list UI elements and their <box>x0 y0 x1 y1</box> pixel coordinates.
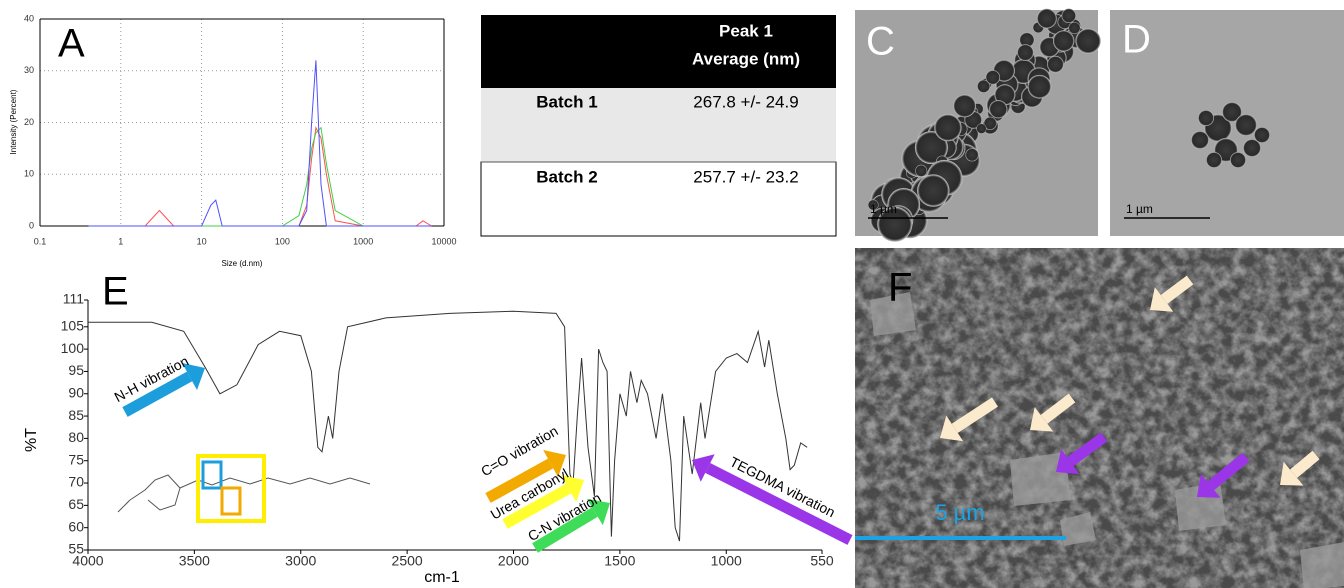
data-line <box>89 60 432 226</box>
y-tick-label: 60 <box>68 518 84 534</box>
x-tick-label: 10000 <box>431 236 456 246</box>
data-line <box>88 311 807 541</box>
panel-label: C <box>866 20 895 64</box>
particle <box>1028 75 1052 99</box>
highlight-box <box>203 462 221 488</box>
x-tick-label: 2000 <box>498 553 529 569</box>
particle <box>1053 30 1074 51</box>
particle <box>1037 9 1057 29</box>
x-tick-label: 100 <box>275 236 290 246</box>
y-tick-label: 0 <box>29 220 34 230</box>
y-axis-label: %T <box>23 428 40 452</box>
particle <box>1075 28 1100 53</box>
y-tick-label: 70 <box>68 474 84 490</box>
particle <box>965 148 978 161</box>
x-tick-label: 3000 <box>285 553 316 569</box>
x-tick-label: 1000 <box>711 553 742 569</box>
y-tick-label: 20 <box>24 117 34 127</box>
table-header: Average (nm) <box>692 49 800 68</box>
particle <box>989 100 1007 118</box>
particle <box>1198 110 1214 126</box>
y-axis-label: Intensity (Percent) <box>9 89 18 154</box>
scale-label: 1 µm <box>870 202 897 216</box>
figure: ABCDEF0102030400.1110100100010000Size (d… <box>0 0 1344 588</box>
particle <box>1191 131 1209 149</box>
particle <box>1206 152 1222 168</box>
y-tick-label: 40 <box>24 13 34 23</box>
highlight-box <box>222 488 240 514</box>
y-tick-label: 75 <box>68 451 84 467</box>
particle <box>986 70 1000 84</box>
particle <box>1254 127 1270 143</box>
panel-label: E <box>102 270 129 314</box>
scale-label: 1 µm <box>1126 202 1153 216</box>
data-line <box>89 128 432 226</box>
x-tick-label: 550 <box>810 553 834 569</box>
y-tick-label: 105 <box>61 317 85 333</box>
x-tick-label: 0.1 <box>34 236 47 246</box>
y-tick-label: 30 <box>24 65 34 75</box>
y-tick-label: 100 <box>61 340 85 356</box>
row-value: 257.7 +/- 23.2 <box>693 167 798 186</box>
particle <box>953 94 976 117</box>
particle <box>1017 44 1034 61</box>
y-tick-label: 95 <box>68 362 84 378</box>
x-tick-label: 2500 <box>392 553 423 569</box>
x-axis-label: Size (d.nm) <box>222 259 263 268</box>
particle <box>1062 9 1077 24</box>
particle <box>934 114 961 141</box>
scale-label: 5 µm <box>935 500 984 525</box>
y-tick-label: 10 <box>24 169 34 179</box>
flake <box>1300 542 1344 588</box>
row-label: Batch 1 <box>536 92 597 111</box>
panel-label: A <box>58 22 85 66</box>
table-header: Peak 1 <box>719 21 773 40</box>
molecule <box>118 475 370 512</box>
y-tick-label: 85 <box>68 407 84 423</box>
row-label: Batch 2 <box>536 167 597 186</box>
row-value: 267.8 +/- 24.9 <box>693 92 798 111</box>
panel-label: D <box>1122 18 1151 62</box>
data-line <box>89 128 432 226</box>
particle <box>1068 22 1080 34</box>
particle <box>1235 114 1257 136</box>
page: ABCDEF0102030400.1110100100010000Size (d… <box>0 0 1344 588</box>
x-tick-label: 10 <box>197 236 207 246</box>
x-tick-label: 1 <box>118 236 123 246</box>
particle <box>917 174 949 206</box>
particle <box>1230 152 1246 168</box>
y-tick-label: 90 <box>68 384 84 400</box>
y-tick-label: 80 <box>68 429 84 445</box>
x-tick-label: 1500 <box>604 553 635 569</box>
y-tick-label: 111 <box>63 291 84 307</box>
x-tick-label: 1000 <box>353 236 373 246</box>
x-tick-label: 4000 <box>72 553 103 569</box>
x-tick-label: 3500 <box>179 553 210 569</box>
x-axis-label: cm-1 <box>424 569 460 586</box>
y-tick-label: 65 <box>68 496 84 512</box>
particle <box>1047 56 1064 73</box>
particle <box>976 124 986 134</box>
particle <box>915 165 927 177</box>
panel-label: F <box>888 266 912 310</box>
